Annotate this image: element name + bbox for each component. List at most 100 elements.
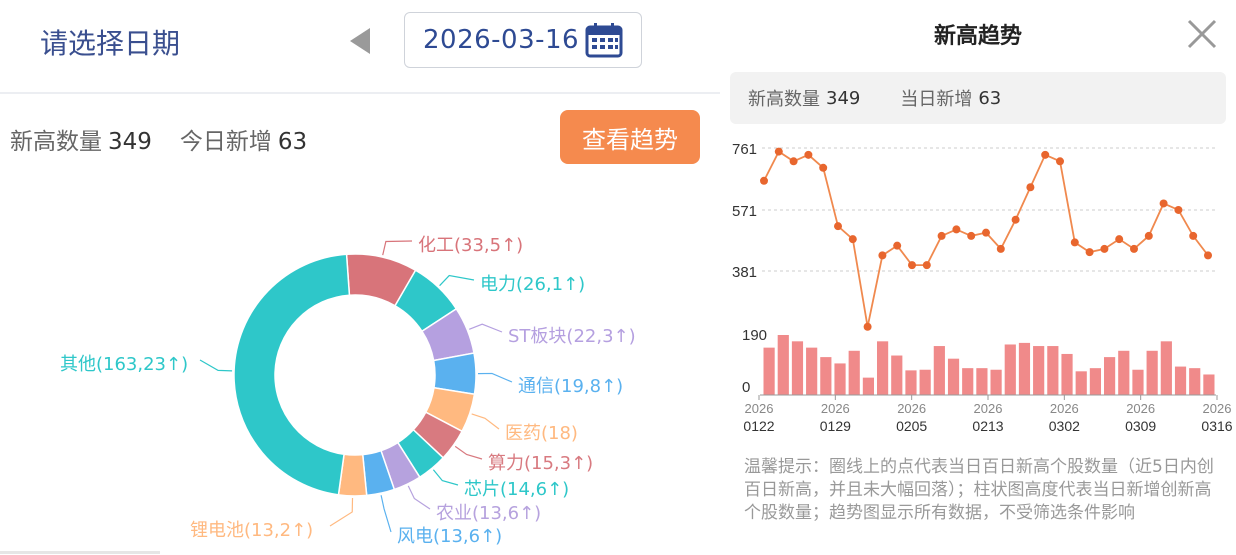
new-high-bar[interactable] — [820, 357, 832, 395]
y-tick-label: 381 — [732, 264, 757, 281]
new-high-bar[interactable] — [834, 363, 846, 395]
new-high-point[interactable] — [922, 261, 931, 270]
new-high-point[interactable] — [804, 150, 813, 159]
new-high-point[interactable] — [760, 176, 768, 185]
new-high-bar[interactable] — [1047, 346, 1059, 395]
new-high-bar[interactable] — [791, 341, 804, 395]
date-value: 2026-03-16 — [423, 25, 580, 55]
new-high-bar[interactable] — [1160, 341, 1172, 395]
donut-slice-label: 电力(26,1↑) — [480, 274, 586, 295]
new-high-bar[interactable] — [905, 370, 917, 395]
donut-slice-label: 医药(18) — [505, 423, 578, 444]
new-high-point[interactable] — [1204, 251, 1212, 260]
new-high-point[interactable] — [893, 241, 902, 250]
view-trend-button[interactable]: 查看趋势 — [560, 110, 700, 164]
donut-leader-line — [471, 413, 500, 430]
donut-leader-line — [477, 372, 513, 383]
new-high-bar[interactable] — [962, 368, 974, 395]
new-high-point[interactable] — [1130, 244, 1138, 253]
new-high-bar[interactable] — [933, 346, 945, 395]
summary-new-high-value: 349 — [826, 87, 861, 109]
new-high-point[interactable] — [937, 231, 946, 240]
main-panel: 请选择日期 2026-03-16 新高数量 349 今日新增 63 — [0, 12, 720, 555]
donut-slice-label: ST板块(22,3↑) — [508, 326, 636, 347]
new-high-point[interactable] — [1100, 244, 1109, 253]
x-tick-year: 2026 — [745, 401, 774, 416]
new-high-point[interactable] — [967, 231, 976, 240]
new-high-point[interactable] — [1189, 231, 1198, 240]
new-high-bar[interactable] — [777, 335, 789, 395]
new-high-bar[interactable] — [891, 355, 903, 395]
new-high-point[interactable] — [834, 222, 842, 231]
donut-leader-line — [407, 485, 431, 510]
new-high-point[interactable] — [952, 225, 961, 234]
new-high-point[interactable] — [1085, 248, 1094, 257]
header-divider — [0, 92, 720, 94]
x-tick-date: 0122 — [743, 418, 774, 434]
new-high-bar[interactable] — [877, 341, 889, 395]
new-high-bar[interactable] — [976, 368, 988, 395]
new-high-point[interactable] — [1115, 235, 1124, 244]
donut-slice-label: 芯片(14,6↑) — [464, 479, 570, 500]
new-high-point[interactable] — [982, 228, 990, 237]
new-high-point[interactable] — [1159, 199, 1168, 208]
new-high-bar[interactable] — [1061, 353, 1073, 395]
new-high-point[interactable] — [819, 163, 828, 172]
donut-leader-line — [380, 495, 392, 533]
new-high-point[interactable] — [878, 251, 887, 260]
new-high-point[interactable] — [1144, 231, 1153, 240]
y-tick-label: 0 — [742, 379, 750, 396]
new-high-point[interactable] — [1026, 183, 1035, 192]
new-high-bar[interactable] — [990, 369, 1002, 395]
new-high-bar[interactable] — [1132, 369, 1144, 395]
new-high-point[interactable] — [996, 244, 1005, 253]
summary-today-new-label: 当日新增 — [900, 89, 973, 110]
donut-leader-line — [382, 240, 413, 256]
new-high-point[interactable] — [1011, 215, 1020, 224]
bottom-divider — [0, 551, 160, 554]
new-high-bar[interactable] — [848, 350, 860, 395]
date-picker[interactable]: 2026-03-16 — [404, 12, 642, 68]
donut-slice-label: 农业(13,6↑) — [436, 503, 542, 524]
new-high-bar[interactable] — [1174, 366, 1187, 395]
new-high-bar[interactable] — [1075, 371, 1087, 395]
new-high-bar[interactable] — [1004, 344, 1016, 395]
new-high-point[interactable] — [848, 235, 857, 244]
donut-slice-label: 风电(13,6↑) — [397, 526, 503, 547]
new-high-bar[interactable] — [1104, 357, 1116, 395]
x-tick-year: 2026 — [1203, 401, 1232, 416]
donut-leader-line — [468, 323, 503, 333]
new-high-bar[interactable] — [862, 377, 874, 395]
new-high-bar[interactable] — [763, 347, 775, 395]
new-high-point[interactable] — [1174, 205, 1183, 214]
donut-slice-label: 锂电池(13,2↑) — [190, 520, 314, 541]
new-high-bar[interactable] — [806, 347, 818, 395]
new-high-bar[interactable] — [1203, 374, 1215, 395]
donut-leader-line — [454, 445, 483, 460]
new-high-point[interactable] — [789, 157, 798, 166]
new-high-bar[interactable] — [919, 369, 931, 395]
sector-donut-chart: 化工(33,5↑) 电力(26,1↑) ST板块(22,3↑) 通信(19,8↑) 医药… — [0, 200, 720, 555]
new-high-bar[interactable] — [1089, 368, 1101, 395]
donut-slice[interactable] — [233, 253, 351, 496]
new-high-point[interactable] — [1070, 238, 1079, 247]
new-high-bar[interactable] — [947, 358, 960, 395]
new-high-point[interactable] — [908, 261, 916, 270]
close-icon[interactable] — [1184, 16, 1220, 52]
new-high-point[interactable] — [863, 322, 872, 331]
new-high-point[interactable] — [774, 147, 783, 156]
donut-slice-label: 算力(15,3↑) — [488, 453, 594, 474]
new-high-bar[interactable] — [1018, 342, 1031, 395]
new-high-bar[interactable] — [1189, 368, 1201, 395]
donut-slice-label: 其他(163,23↑) — [60, 354, 189, 375]
new-high-point[interactable] — [1056, 157, 1064, 166]
new-high-bar[interactable] — [1033, 346, 1045, 395]
new-high-bar[interactable] — [1146, 350, 1158, 395]
new-high-bar[interactable] — [1118, 350, 1130, 395]
new-high-value: 349 — [108, 129, 152, 155]
x-tick-year: 2026 — [1126, 401, 1155, 416]
x-tick-year: 2026 — [974, 401, 1003, 416]
prev-day-arrow-icon[interactable] — [350, 28, 370, 54]
new-high-point[interactable] — [1041, 150, 1050, 159]
modal-title: 新高趋势 — [933, 24, 1022, 49]
